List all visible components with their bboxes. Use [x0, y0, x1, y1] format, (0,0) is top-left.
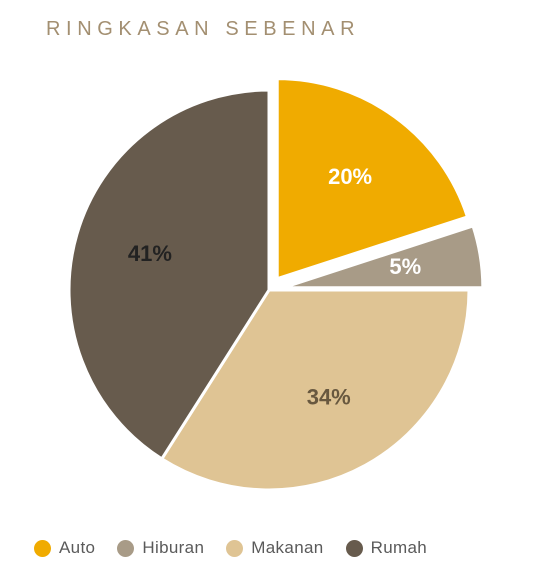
legend-label: Auto [59, 538, 95, 558]
pie-label-rumah: 41% [127, 241, 171, 266]
legend-dot-icon [346, 540, 363, 557]
legend: Auto Hiburan Makanan Rumah [34, 538, 427, 558]
legend-item-auto: Auto [34, 538, 95, 558]
pie-chart: 20% 5% 34% 41% [51, 72, 487, 508]
legend-item-hiburan: Hiburan [117, 538, 204, 558]
pie-svg: 20% 5% 34% 41% [51, 72, 487, 508]
legend-item-makanan: Makanan [226, 538, 323, 558]
legend-dot-icon [117, 540, 134, 557]
legend-label: Rumah [371, 538, 428, 558]
legend-item-rumah: Rumah [346, 538, 428, 558]
legend-dot-icon [226, 540, 243, 557]
legend-dot-icon [34, 540, 51, 557]
pie-label-hiburan: 5% [389, 254, 421, 279]
legend-label: Hiburan [142, 538, 204, 558]
chart-title: RINGKASAN SEBENAR [46, 18, 360, 41]
pie-label-makanan: 34% [306, 384, 350, 409]
legend-label: Makanan [251, 538, 323, 558]
pie-label-auto: 20% [328, 164, 372, 189]
